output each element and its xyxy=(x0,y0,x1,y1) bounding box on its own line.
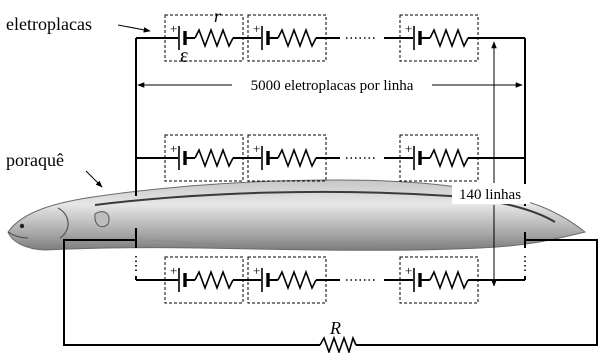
internal-resistor xyxy=(194,147,234,169)
electroplates-label: eletroplacas xyxy=(6,14,92,34)
electroplate-row: + + + xyxy=(136,14,525,62)
emf-label: ε xyxy=(180,45,188,67)
plus-sign: + xyxy=(253,141,260,156)
electroplate: + xyxy=(247,134,327,182)
electroplate: + xyxy=(164,134,244,182)
external-resistor xyxy=(319,335,357,353)
electroplate-rows: + + + + + + + + + xyxy=(136,14,525,304)
internal-resistor xyxy=(194,269,234,291)
rows-label-backdrop xyxy=(452,184,530,204)
electroplate: + xyxy=(399,134,479,182)
internal-resistance-label: r xyxy=(214,6,222,26)
electroplate-row: + + + xyxy=(136,134,525,182)
electroplate: + xyxy=(164,256,244,304)
internal-resistor xyxy=(277,269,317,291)
plus-sign: + xyxy=(405,21,412,36)
internal-resistor xyxy=(277,27,317,49)
per-row-label: 5000 eletroplacas por linha xyxy=(251,78,414,94)
electroplate: + xyxy=(399,14,479,62)
plus-sign: + xyxy=(170,141,177,156)
electroplate: + xyxy=(399,256,479,304)
plus-sign: + xyxy=(170,21,177,36)
electroplate: + xyxy=(164,14,244,62)
internal-resistor xyxy=(277,147,317,169)
plus-sign: + xyxy=(405,263,412,278)
plus-sign: + xyxy=(253,263,260,278)
electroplate: + xyxy=(247,14,327,62)
internal-resistor xyxy=(429,147,469,169)
internal-resistor xyxy=(194,27,234,49)
plus-sign: + xyxy=(170,263,177,278)
eel-label: poraquê xyxy=(6,150,64,170)
external-resistance-label: R xyxy=(329,318,341,338)
plus-sign: + xyxy=(253,21,260,36)
internal-resistor xyxy=(429,27,469,49)
electroplate: + xyxy=(247,256,327,304)
rows-label: 140 linhas xyxy=(459,187,521,203)
plus-sign: + xyxy=(405,141,412,156)
electroplates-pointer xyxy=(117,24,151,33)
electroplate-row: + + + xyxy=(136,256,525,304)
circuit-wires xyxy=(63,38,598,346)
internal-resistor xyxy=(429,269,469,291)
eel-pointer xyxy=(85,170,103,188)
